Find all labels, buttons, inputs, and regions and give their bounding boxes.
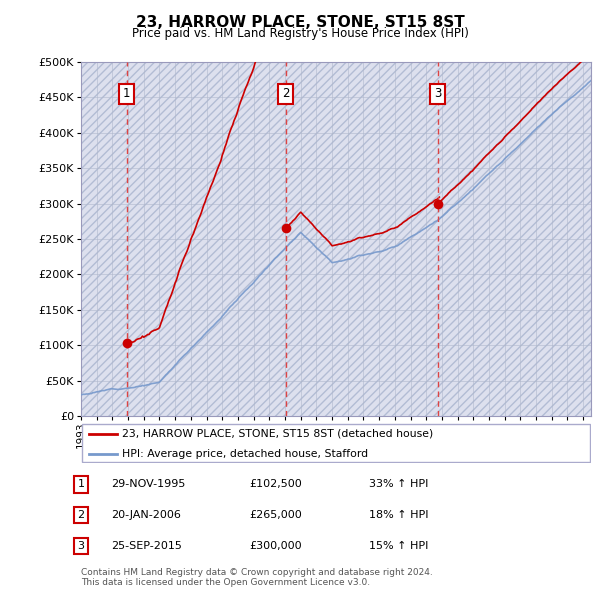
- Text: Price paid vs. HM Land Registry's House Price Index (HPI): Price paid vs. HM Land Registry's House …: [131, 27, 469, 40]
- Text: 3: 3: [77, 541, 85, 550]
- Text: 23, HARROW PLACE, STONE, ST15 8ST: 23, HARROW PLACE, STONE, ST15 8ST: [136, 15, 464, 30]
- Text: £265,000: £265,000: [249, 510, 302, 520]
- Text: 25-SEP-2015: 25-SEP-2015: [111, 541, 182, 550]
- Text: £102,500: £102,500: [249, 480, 302, 489]
- Text: HPI: Average price, detached house, Stafford: HPI: Average price, detached house, Staf…: [122, 448, 368, 458]
- Text: 3: 3: [434, 87, 442, 100]
- Text: 18% ↑ HPI: 18% ↑ HPI: [369, 510, 428, 520]
- Text: Contains HM Land Registry data © Crown copyright and database right 2024.
This d: Contains HM Land Registry data © Crown c…: [81, 568, 433, 587]
- Text: 33% ↑ HPI: 33% ↑ HPI: [369, 480, 428, 489]
- Text: 23, HARROW PLACE, STONE, ST15 8ST (detached house): 23, HARROW PLACE, STONE, ST15 8ST (detac…: [122, 429, 433, 439]
- FancyBboxPatch shape: [82, 424, 590, 463]
- Text: £300,000: £300,000: [249, 541, 302, 550]
- Text: 1: 1: [77, 480, 85, 489]
- Text: 20-JAN-2006: 20-JAN-2006: [111, 510, 181, 520]
- Text: 2: 2: [282, 87, 290, 100]
- Text: 15% ↑ HPI: 15% ↑ HPI: [369, 541, 428, 550]
- Text: 1: 1: [123, 87, 130, 100]
- Text: 2: 2: [77, 510, 85, 520]
- Text: 29-NOV-1995: 29-NOV-1995: [111, 480, 185, 489]
